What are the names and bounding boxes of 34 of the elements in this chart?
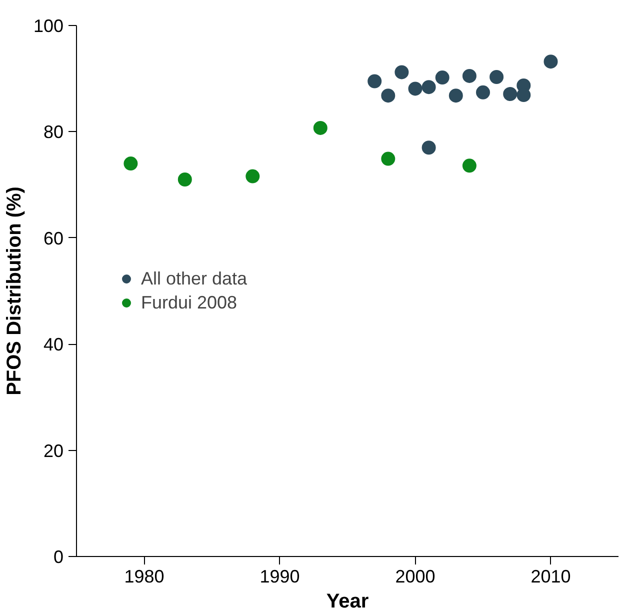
point xyxy=(368,74,382,88)
point xyxy=(462,158,476,173)
point xyxy=(381,88,396,103)
x-tick-label: 2000 xyxy=(395,566,436,586)
point xyxy=(313,120,328,135)
point xyxy=(435,70,450,85)
y-axis-title: PFOS Distribution (%) xyxy=(3,186,26,396)
point xyxy=(544,54,558,69)
point xyxy=(462,68,476,83)
point xyxy=(408,82,422,96)
y-tick-label: 20 xyxy=(43,440,64,461)
point xyxy=(124,156,138,171)
x-tick-label: 1990 xyxy=(260,566,300,586)
legend-label: All other data xyxy=(141,268,248,289)
y-tick-label: 40 xyxy=(43,334,64,355)
y-tick-label: 100 xyxy=(33,16,64,36)
point xyxy=(394,65,409,80)
y-tick-label: 60 xyxy=(43,228,64,248)
y-tick-label: 80 xyxy=(43,122,64,142)
y-tick-label: 0 xyxy=(53,547,64,567)
point xyxy=(516,88,531,102)
point xyxy=(490,70,504,84)
x-tick-label: 1980 xyxy=(124,566,164,586)
x-axis-title: Year xyxy=(326,590,369,612)
point xyxy=(422,140,436,155)
point xyxy=(422,80,436,94)
point xyxy=(178,172,192,186)
point xyxy=(381,152,396,166)
point xyxy=(448,88,463,103)
legend-label: Furdui 2008 xyxy=(141,292,238,313)
x-tick-label: 2010 xyxy=(530,566,571,586)
point xyxy=(476,85,490,100)
point xyxy=(503,87,518,101)
point xyxy=(246,169,260,184)
